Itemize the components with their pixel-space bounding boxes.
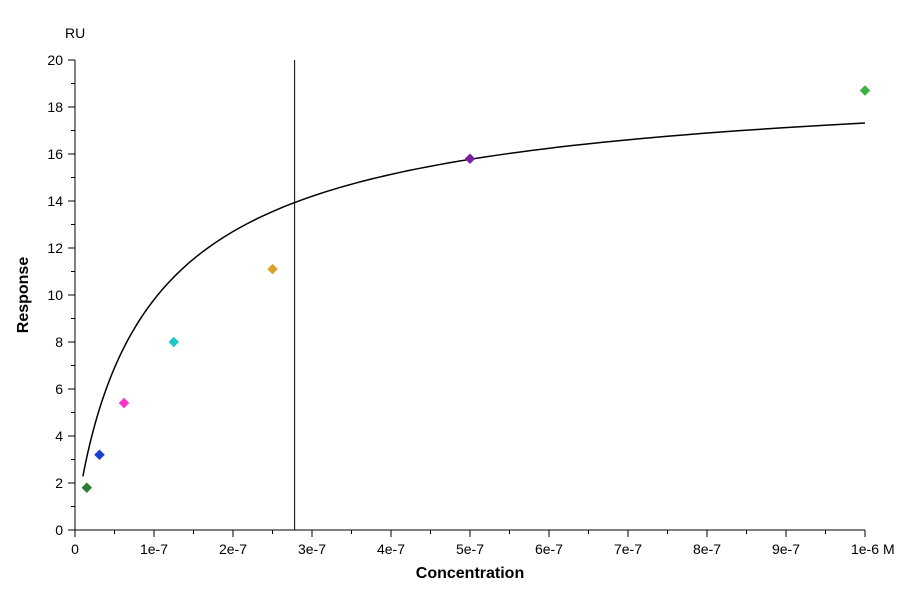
x-tick-label: 6e-7 bbox=[535, 541, 563, 557]
y-unit-label: RU bbox=[65, 25, 85, 41]
data-point bbox=[169, 337, 179, 347]
y-tick-label: 6 bbox=[55, 381, 63, 397]
x-unit-label: M bbox=[883, 541, 895, 557]
binding-curve-chart: 0 2 4 6 8 10 12 14 16 18 20 0 1e-7 2e-7 3e-7 4e-7 5e-7 6e… bbox=[0, 0, 900, 600]
y-tick-label: 18 bbox=[47, 99, 63, 115]
x-tick-label: 8e-7 bbox=[693, 541, 721, 557]
x-axis-title: Concentration bbox=[416, 565, 524, 582]
data-point bbox=[119, 398, 129, 408]
x-tick-label: 4e-7 bbox=[377, 541, 405, 557]
y-tick-label: 10 bbox=[47, 287, 63, 303]
x-tick-label: 5e-7 bbox=[456, 541, 484, 557]
x-tick-label: 9e-7 bbox=[772, 541, 800, 557]
y-tick-label: 8 bbox=[55, 334, 63, 350]
chart-container: 0 2 4 6 8 10 12 14 16 18 20 0 1e-7 2e-7 3e-7 4e-7 5e-7 6e… bbox=[0, 0, 900, 600]
data-point bbox=[860, 86, 870, 96]
data-point bbox=[268, 264, 278, 274]
x-tick-label: 7e-7 bbox=[614, 541, 642, 557]
y-tick-label: 20 bbox=[47, 52, 63, 68]
y-tick-label: 4 bbox=[55, 428, 63, 444]
x-tick-label: 2e-7 bbox=[219, 541, 247, 557]
x-tick-label: 1e-7 bbox=[140, 541, 168, 557]
data-point bbox=[465, 154, 475, 164]
y-tick-label: 12 bbox=[47, 240, 63, 256]
y-tick-label: 2 bbox=[55, 475, 63, 491]
y-tick-label: 14 bbox=[47, 193, 63, 209]
x-tick-label: 3e-7 bbox=[298, 541, 326, 557]
x-tick-label: 1e-6 bbox=[851, 541, 879, 557]
data-point bbox=[82, 483, 92, 493]
x-tick-label: 0 bbox=[71, 541, 79, 557]
data-point bbox=[94, 450, 104, 460]
y-tick-label: 16 bbox=[47, 146, 63, 162]
fitted-curve bbox=[83, 123, 865, 476]
y-axis-title: Response bbox=[15, 257, 32, 334]
y-tick-label: 0 bbox=[55, 522, 63, 538]
